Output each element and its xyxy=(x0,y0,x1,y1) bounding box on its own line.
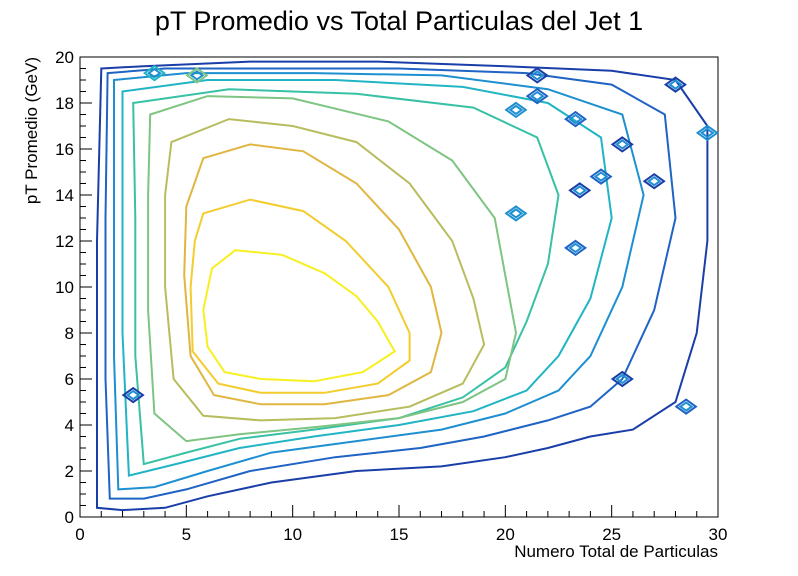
contour-level-9 xyxy=(189,198,411,394)
y-tick-label-10: 10 xyxy=(55,278,74,297)
contour-island-5-1 xyxy=(593,171,609,182)
contour-island-16-0 xyxy=(185,67,209,84)
y-tick-label-0: 0 xyxy=(65,508,74,527)
x-tick-label-25: 25 xyxy=(602,525,621,544)
contour-island-4-1 xyxy=(614,139,630,150)
contour-island-14-1 xyxy=(700,127,715,139)
contour-lines xyxy=(96,60,709,512)
contour-island-1-1 xyxy=(529,90,545,102)
contour-island-11-1 xyxy=(614,373,630,385)
contour-island-16-1 xyxy=(189,70,205,81)
x-tick-label-5: 5 xyxy=(182,525,191,544)
contour-island-15-0 xyxy=(142,64,166,82)
contour-island-6-1 xyxy=(572,185,588,196)
x-tick-label-20: 20 xyxy=(496,525,515,544)
x-axis-label: Numero Total de Particulas xyxy=(514,542,718,561)
contour-level-10 xyxy=(202,249,397,383)
contour-level-4 xyxy=(121,79,613,477)
y-axis-label: pT Promedio (GeV) xyxy=(22,57,41,204)
contour-island-1-0 xyxy=(525,87,549,105)
x-tick-label-30: 30 xyxy=(709,525,728,544)
contour-island-7-1 xyxy=(646,175,662,187)
contour-level-7 xyxy=(164,118,486,422)
y-tick-label-6: 6 xyxy=(65,370,74,389)
contour-island-9-0 xyxy=(563,239,588,257)
contour-island-0-0 xyxy=(525,67,549,84)
y-axis-ticks: 0 2 4 6 8 10 12 14 16 18 20 xyxy=(55,48,92,527)
contour-island-13-1 xyxy=(668,79,683,90)
x-tick-label-0: 0 xyxy=(75,525,84,544)
contour-level-5 xyxy=(132,88,560,466)
contour-level-3 xyxy=(113,72,645,491)
chart-title: pT Promedio vs Total Particulas del Jet … xyxy=(155,6,643,36)
y-tick-label-20: 20 xyxy=(55,48,74,67)
contour-island-13-0 xyxy=(663,76,687,93)
contour-island-2-1 xyxy=(508,104,524,116)
y-tick-label-16: 16 xyxy=(55,140,74,159)
contour-level-2 xyxy=(104,67,677,500)
contour-island-6-0 xyxy=(568,182,592,199)
contour-island-4-0 xyxy=(610,136,634,153)
x-tick-label-15: 15 xyxy=(390,525,409,544)
y-tick-label-8: 8 xyxy=(65,324,74,343)
contour-island-5-0 xyxy=(589,168,613,185)
contour-island-3-0 xyxy=(563,110,588,128)
y-tick-label-4: 4 xyxy=(65,416,74,435)
contour-island-7-0 xyxy=(642,172,666,190)
contour-island-14-0 xyxy=(695,124,719,142)
contour-island-11-0 xyxy=(610,370,634,388)
contour-island-9-1 xyxy=(568,242,583,254)
contour-islands xyxy=(121,64,719,415)
contour-island-12-0 xyxy=(674,398,698,415)
contour-island-10-0 xyxy=(121,386,145,404)
y-tick-label-12: 12 xyxy=(55,232,74,251)
contour-level-8 xyxy=(183,143,443,406)
contour-island-0-1 xyxy=(529,70,545,81)
contour-island-8-1 xyxy=(508,208,524,219)
contour-island-3-1 xyxy=(568,113,583,125)
contour-island-10-1 xyxy=(125,389,141,401)
contour-level-6 xyxy=(147,95,518,443)
x-tick-label-10: 10 xyxy=(283,525,302,544)
contour-island-15-1 xyxy=(147,67,162,79)
y-tick-label-18: 18 xyxy=(55,94,74,113)
y-tick-label-2: 2 xyxy=(65,462,74,481)
x-axis-ticks: 0 5 10 15 20 25 30 xyxy=(75,505,727,544)
y-tick-label-14: 14 xyxy=(55,186,74,205)
contour-level-1 xyxy=(96,60,709,512)
contour-island-12-1 xyxy=(678,401,694,412)
contour-island-8-0 xyxy=(504,205,528,222)
contour-island-2-0 xyxy=(504,101,528,119)
